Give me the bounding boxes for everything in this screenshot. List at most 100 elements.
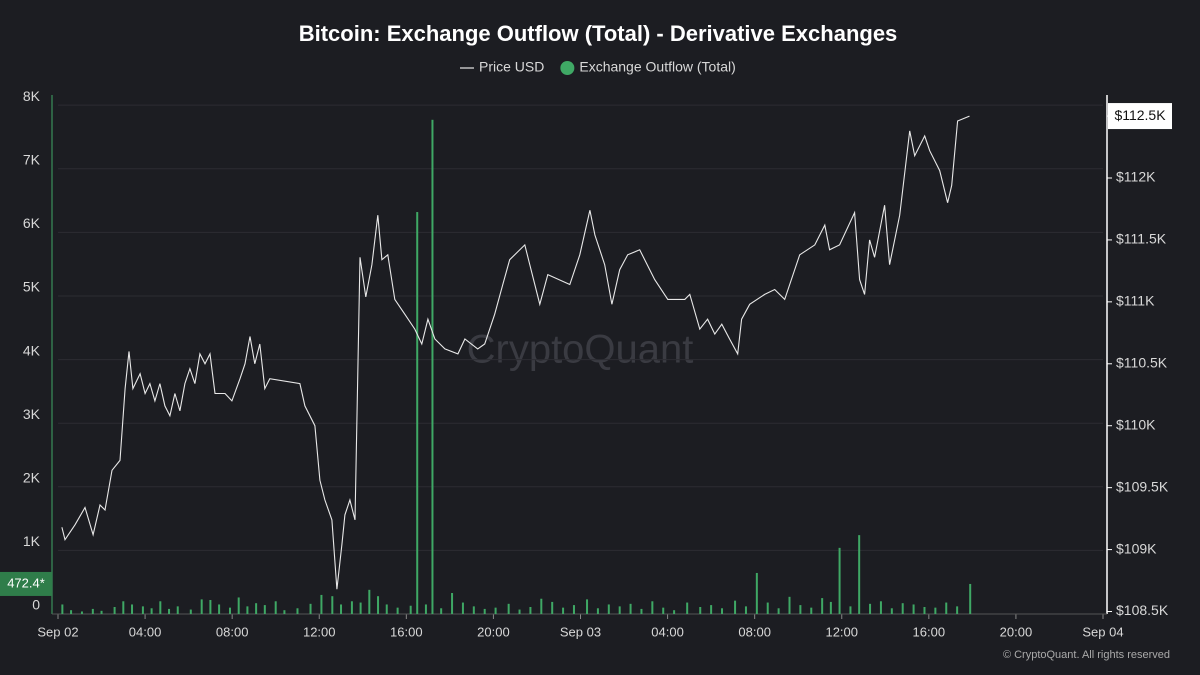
x-tick-label: 16:00 bbox=[390, 624, 423, 639]
bar bbox=[945, 602, 948, 614]
bar bbox=[255, 603, 258, 614]
bar bbox=[274, 601, 277, 614]
bar bbox=[131, 604, 134, 614]
y2-tick-label: $110K bbox=[1116, 416, 1156, 432]
bar bbox=[189, 609, 192, 614]
bar bbox=[200, 599, 203, 614]
bar bbox=[176, 606, 179, 614]
bar bbox=[440, 608, 443, 614]
y2-tick-label: $108.5K bbox=[1116, 602, 1169, 618]
bar bbox=[858, 535, 861, 614]
bar bbox=[956, 606, 959, 614]
y-tick-label: 5K bbox=[23, 279, 41, 295]
bar bbox=[424, 604, 427, 614]
bar bbox=[651, 601, 654, 614]
bar bbox=[409, 605, 412, 614]
bar bbox=[744, 606, 747, 614]
bar bbox=[518, 609, 521, 614]
bar bbox=[551, 601, 554, 614]
bar bbox=[923, 607, 926, 614]
bar bbox=[829, 601, 832, 614]
bar bbox=[640, 608, 643, 614]
bar bbox=[483, 608, 486, 614]
bar bbox=[246, 606, 249, 614]
bar bbox=[122, 601, 125, 614]
bar bbox=[607, 604, 610, 614]
bar bbox=[912, 604, 915, 614]
bar bbox=[113, 607, 116, 614]
x-tick-label: 12:00 bbox=[303, 624, 336, 639]
bar bbox=[710, 605, 713, 614]
bar bbox=[296, 608, 299, 614]
x-tick-label: 12:00 bbox=[825, 624, 858, 639]
y2-tick-label: $112K bbox=[1116, 169, 1156, 185]
x-tick-label: 20:00 bbox=[477, 624, 510, 639]
bar bbox=[377, 596, 380, 614]
bar bbox=[368, 589, 371, 614]
legend-label: Exchange Outflow (Total) bbox=[579, 59, 735, 75]
bar bbox=[396, 607, 399, 614]
bar bbox=[70, 610, 73, 614]
bar bbox=[283, 610, 286, 614]
bar bbox=[562, 607, 565, 614]
bar bbox=[340, 604, 343, 614]
bar bbox=[350, 601, 353, 614]
bar bbox=[494, 607, 497, 614]
bar bbox=[869, 603, 872, 614]
bar bbox=[821, 598, 824, 614]
bar bbox=[218, 604, 221, 614]
bar bbox=[686, 602, 689, 614]
bar bbox=[472, 606, 475, 614]
last-value-box bbox=[0, 571, 52, 596]
bar bbox=[416, 212, 419, 614]
bar bbox=[150, 608, 153, 614]
bar bbox=[699, 607, 702, 614]
bar bbox=[529, 607, 532, 614]
bar bbox=[168, 608, 171, 614]
bar bbox=[507, 603, 510, 614]
bar bbox=[572, 605, 575, 614]
bar bbox=[159, 601, 162, 614]
x-tick-label: Sep 02 bbox=[37, 624, 78, 639]
watermark: CryptoQuant bbox=[467, 328, 694, 372]
legend-swatch bbox=[560, 61, 575, 75]
y2-tick-label: $111K bbox=[1116, 293, 1155, 309]
y-tick-label: 7K bbox=[23, 151, 41, 167]
bar bbox=[596, 608, 599, 614]
bar bbox=[673, 610, 676, 614]
y-tick-label: 1K bbox=[23, 533, 41, 549]
copyright: © CryptoQuant. All rights reserved bbox=[1003, 649, 1170, 661]
bar bbox=[228, 607, 231, 614]
bar bbox=[141, 606, 144, 614]
bar bbox=[734, 600, 737, 614]
bar bbox=[61, 604, 64, 614]
price-line bbox=[61, 115, 970, 590]
bar bbox=[451, 593, 454, 614]
x-tick-label: 04:00 bbox=[129, 624, 162, 639]
bar bbox=[766, 602, 769, 614]
bar bbox=[934, 607, 937, 614]
y-tick-label: 3K bbox=[23, 406, 41, 422]
x-tick-label: 04:00 bbox=[651, 624, 684, 639]
y2-tick-label: $111.5K bbox=[1116, 231, 1167, 247]
bar bbox=[777, 608, 780, 614]
y2-tick-label: $109.5K bbox=[1116, 478, 1169, 494]
x-tick-label: 16:00 bbox=[913, 624, 946, 639]
x-tick-label: Sep 04 bbox=[1082, 624, 1123, 639]
bar bbox=[838, 547, 841, 614]
y2-tick-label: $109K bbox=[1116, 540, 1157, 556]
x-tick-label: 08:00 bbox=[216, 624, 249, 639]
bar bbox=[810, 607, 813, 614]
bar bbox=[969, 583, 972, 614]
bar bbox=[890, 608, 893, 614]
bar bbox=[263, 605, 266, 614]
x-tick-label: 20:00 bbox=[1000, 624, 1033, 639]
bar bbox=[618, 606, 621, 614]
bar bbox=[662, 607, 665, 614]
bar bbox=[237, 597, 240, 614]
bar bbox=[540, 598, 543, 614]
bar bbox=[721, 608, 724, 614]
chart-title: Bitcoin: Exchange Outflow (Total) - Deri… bbox=[299, 21, 898, 46]
bar bbox=[359, 602, 362, 614]
